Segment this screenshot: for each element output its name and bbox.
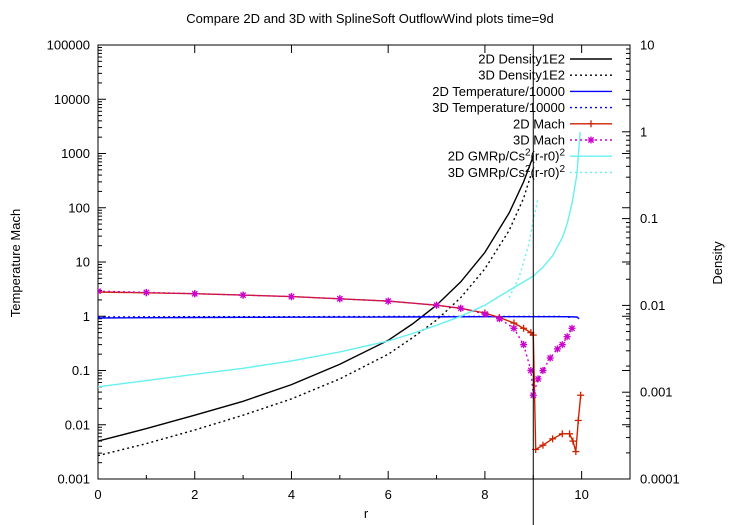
series-line-6: [98, 290, 573, 396]
marker-stroke: [288, 293, 295, 300]
series-line-2: [98, 174, 532, 457]
chart-title: Compare 2D and 3D with SplineSoft Outflo…: [186, 11, 553, 26]
data-point: [572, 448, 580, 456]
data-point: [384, 297, 392, 305]
x-tick-label: 4: [288, 487, 295, 502]
data-point: [534, 375, 542, 383]
data-point: [142, 288, 150, 296]
data-point: [568, 324, 576, 332]
y2-tick-label: 10: [640, 38, 654, 53]
x-tick-label: 2: [191, 487, 198, 502]
y-tick-label: 0.001: [57, 472, 90, 487]
data-point: [539, 367, 547, 374]
series-line-8: [508, 198, 539, 299]
legend-label: 2D Density1E2: [478, 52, 565, 67]
marker-stroke: [240, 292, 247, 299]
data-point: [433, 301, 441, 309]
x-tick-label: 8: [481, 487, 488, 502]
marker-stroke: [510, 325, 518, 332]
plot-area: 0.0010.010.11101001000100001000000.00010…: [47, 38, 680, 525]
marker-stroke: [559, 341, 566, 348]
marker-stroke: [520, 341, 527, 348]
marker-stroke: [385, 298, 392, 305]
data-point: [98, 287, 102, 295]
legend-label: 2D GMRp/Cs2(r-r0)2: [448, 148, 566, 164]
marker-stroke: [336, 295, 343, 302]
data-point: [98, 288, 102, 296]
marker-stroke: [457, 305, 464, 312]
x-axis-label: r: [364, 506, 369, 521]
marker-stroke: [554, 345, 561, 352]
y-tick-label: 0.01: [65, 417, 90, 432]
marker-stroke: [564, 333, 571, 340]
data-layer: [98, 131, 585, 457]
y-tick-label: 100: [68, 200, 90, 215]
y2-tick-label: 0.0001: [640, 472, 680, 487]
marker-stroke: [535, 375, 542, 382]
data-point: [574, 416, 582, 424]
data-point: [520, 341, 528, 349]
y-tick-label: 1000: [61, 146, 90, 161]
marker-stroke: [481, 310, 488, 318]
data-point: [566, 430, 574, 438]
data-point: [336, 295, 344, 303]
marker-stroke: [547, 354, 554, 362]
data-point: [577, 391, 585, 399]
legend-label: 3D Mach: [513, 133, 565, 148]
legend-label: 3D GMRp/Cs2(r-r0)2: [448, 164, 566, 180]
data-point: [558, 430, 566, 438]
data-point: [569, 437, 577, 445]
marker-stroke: [539, 367, 547, 374]
y-tick-label: 10000: [54, 92, 90, 107]
y2-tick-label: 0.1: [640, 211, 658, 226]
series-line-1: [98, 155, 534, 442]
data-point: [457, 304, 465, 312]
data-point: [539, 441, 547, 449]
marker-stroke: [527, 367, 534, 374]
legend-label: 3D Density1E2: [478, 68, 565, 83]
marker-stroke: [143, 289, 150, 296]
data-point: [549, 435, 557, 443]
data-point: [191, 290, 199, 298]
legend-marker: [587, 136, 595, 144]
y-tick-label: 1: [83, 309, 90, 324]
data-point: [495, 315, 503, 323]
series-line-7: [98, 131, 581, 388]
y-tick-label: 100000: [47, 38, 90, 53]
data-point: [239, 291, 247, 299]
legend-label: 2D Mach: [513, 116, 565, 131]
data-point: [563, 333, 571, 341]
marker-stroke: [433, 302, 440, 309]
data-point: [520, 324, 528, 332]
y2-axis-label: Density: [710, 241, 725, 285]
data-point: [553, 345, 561, 353]
data-point: [546, 354, 554, 362]
x-tick-label: 10: [574, 487, 588, 502]
marker-stroke: [568, 325, 576, 332]
legend-label: 2D Temperature/10000: [432, 84, 565, 99]
y2-tick-label: 0.001: [640, 385, 673, 400]
data-point: [287, 293, 295, 301]
y-tick-label: 0.1: [72, 363, 90, 378]
marker-stroke: [98, 290, 102, 295]
y-axis-label: Temperature Mach: [8, 209, 23, 317]
marker-stroke: [191, 290, 198, 297]
marker-stroke: [98, 288, 102, 293]
data-point: [510, 324, 518, 332]
x-tick-label: 0: [94, 487, 101, 502]
data-point: [558, 341, 566, 349]
y2-tick-label: 0.01: [640, 298, 665, 313]
x-tick-label: 6: [385, 487, 392, 502]
data-point: [481, 310, 489, 318]
y2-tick-label: 1: [640, 124, 647, 139]
y-tick-label: 10: [76, 255, 90, 270]
data-point: [527, 367, 535, 374]
legend-label: 3D Temperature/10000: [432, 100, 565, 115]
marker-stroke: [496, 315, 503, 322]
